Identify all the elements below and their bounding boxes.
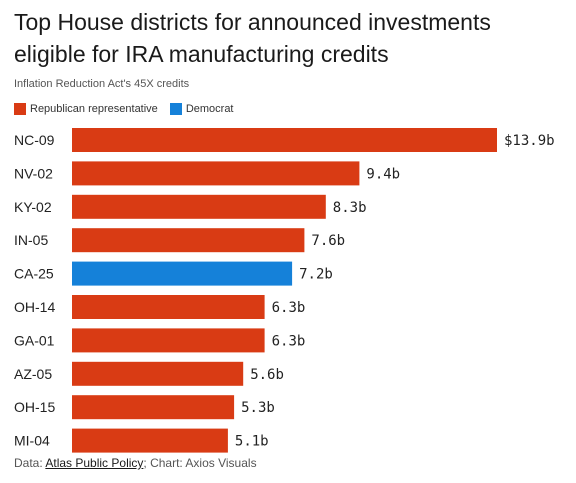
bar-mi-04	[72, 428, 228, 453]
value-label-az-05: 5.6b	[250, 367, 284, 383]
legend-label-republican: Republican representative	[30, 103, 158, 115]
category-label-mi-04: MI-04	[14, 433, 50, 449]
value-label-oh-14: 6.3b	[272, 300, 306, 316]
value-label-mi-04: 5.1b	[235, 434, 269, 450]
value-label-ky-02: 8.3b	[333, 200, 367, 216]
footer-data-prefix: Data:	[14, 456, 46, 470]
bar-ky-02	[72, 194, 326, 219]
bar-ca-25	[72, 261, 293, 286]
legend-label-democrat: Democrat	[185, 103, 234, 115]
chart-title: Top House districts for announced invest…	[14, 9, 491, 67]
bar-az-05	[72, 361, 244, 386]
value-label-in-05: 7.6b	[311, 233, 345, 249]
bar-nc-09	[72, 128, 497, 152]
value-label-nc-09: $13.9b	[504, 133, 555, 149]
category-label-nv-02: NV-02	[14, 165, 53, 181]
legend-item-republican: Republican representative	[14, 103, 158, 115]
footer: Data: Atlas Public Policy; Chart: Axios …	[14, 456, 257, 470]
legend-swatch-democrat	[169, 103, 182, 115]
category-label-az-05: AZ-05	[14, 366, 52, 382]
bar-oh-14	[72, 295, 265, 319]
category-label-ky-02: KY-02	[14, 199, 52, 215]
chart-subtitle: Inflation Reduction Act's 45X credits	[14, 78, 190, 90]
category-label-ca-25: CA-25	[14, 266, 54, 282]
bar-oh-15	[72, 395, 235, 420]
legend: Republican representative Democrat	[14, 103, 246, 115]
category-label-oh-15: OH-15	[14, 399, 55, 415]
bar-ga-01	[72, 328, 265, 353]
chart-credit: ; Chart: Axios Visuals	[143, 456, 257, 470]
value-label-oh-15: 5.3b	[241, 400, 275, 416]
legend-swatch-republican	[14, 103, 26, 115]
value-label-ca-25: 7.2b	[299, 267, 333, 283]
bar-chart: NC-09 $13.9b NV-02 9.4b KY-02 8.3b IN-05 7.6b CA…	[14, 128, 555, 453]
value-label-ga-01: 6.3b	[272, 333, 306, 349]
category-label-ga-01: GA-01	[14, 332, 55, 348]
source-link[interactable]: Atlas Public Policy	[45, 456, 144, 470]
value-label-nv-02: 9.4b	[366, 166, 400, 182]
category-label-oh-14: OH-14	[14, 299, 55, 315]
bar-nv-02	[72, 161, 360, 186]
category-label-nc-09: NC-09	[14, 132, 55, 148]
bar-in-05	[72, 228, 305, 253]
category-label-in-05: IN-05	[14, 232, 48, 248]
legend-item-democrat: Democrat	[169, 103, 234, 115]
